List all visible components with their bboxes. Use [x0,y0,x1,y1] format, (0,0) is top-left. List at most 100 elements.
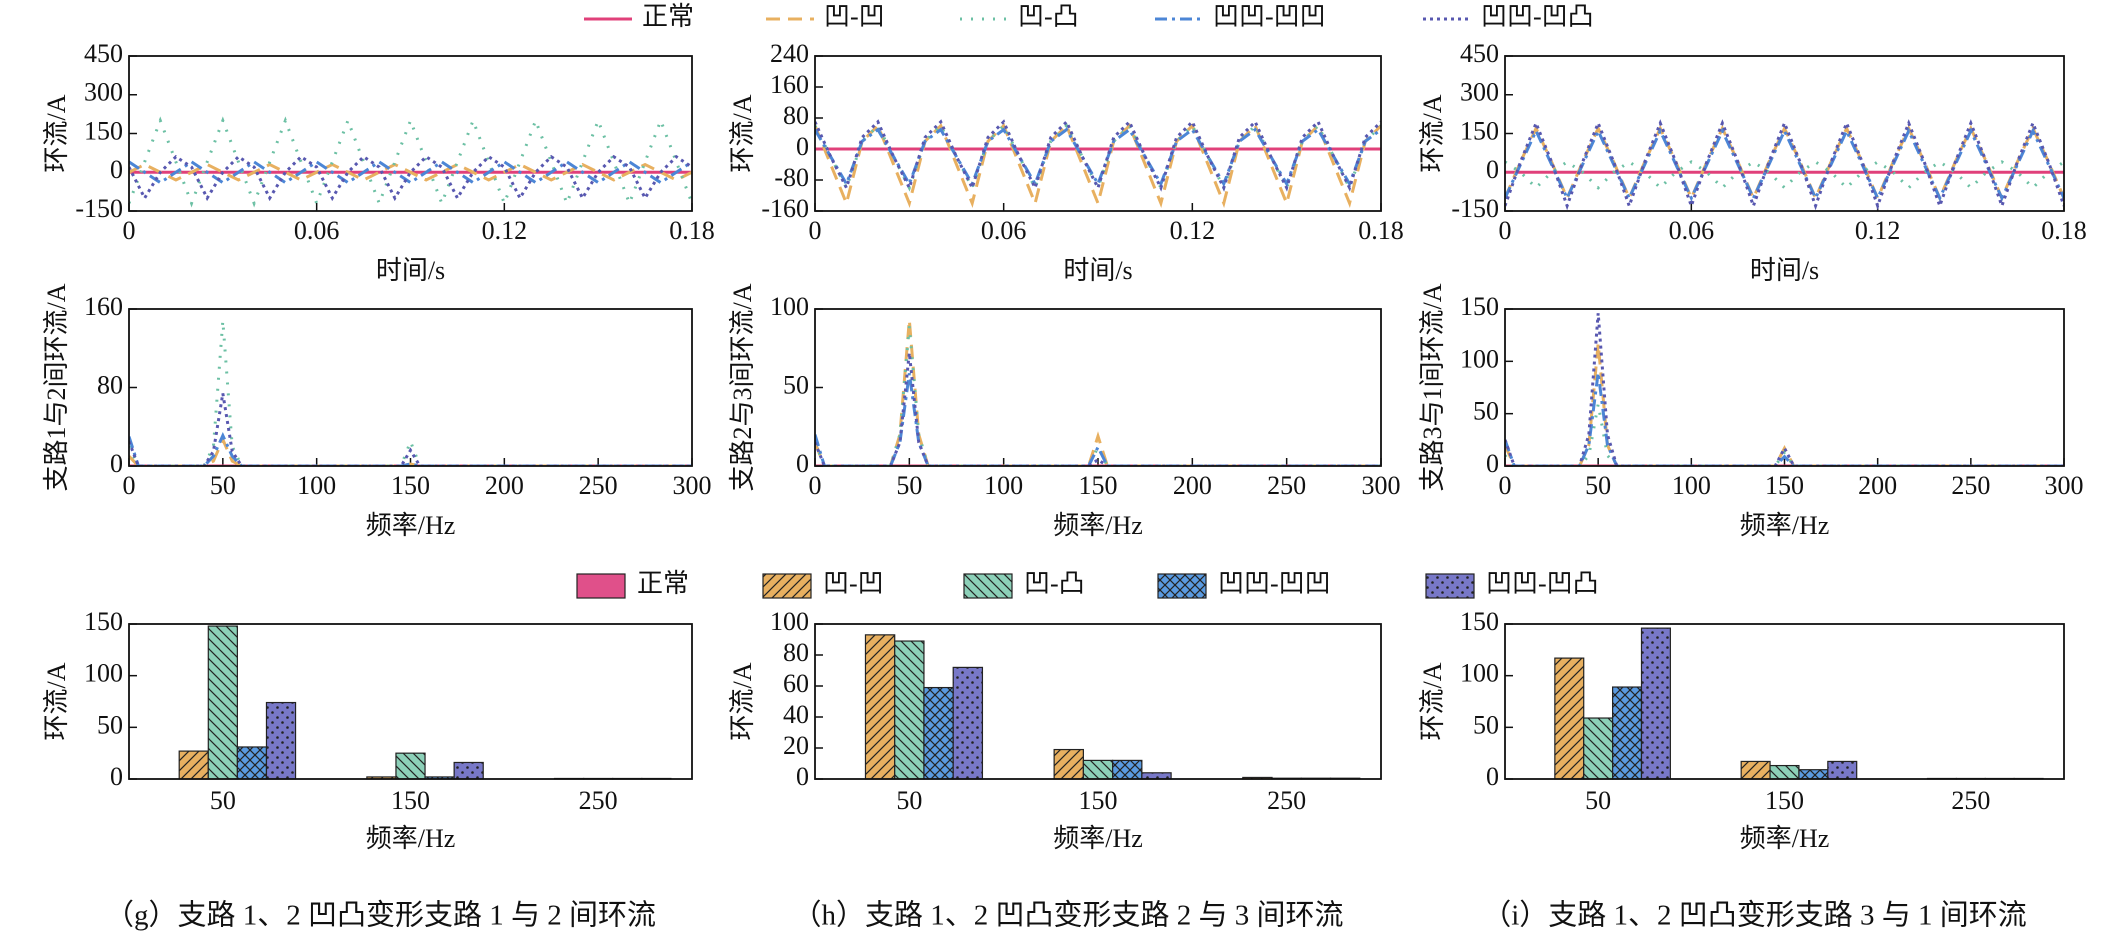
bar [894,640,925,780]
x-axis-label: 频率/Hz [366,824,456,853]
series-line [815,127,1381,188]
y-tick-label: 100 [1460,659,1499,688]
x-tick-label: 0 [809,216,822,245]
y-tick-label: 50 [97,710,123,739]
bar [1112,759,1143,780]
x-tick-label: 100 [1672,471,1711,500]
y-tick-label: 0 [1486,155,1499,184]
x-tick-label: 250 [1267,471,1306,500]
y-tick-label: 80 [97,370,123,399]
series-line [129,393,692,466]
y-tick-label: 100 [1460,344,1499,373]
bar [1141,772,1172,780]
series-line [129,320,692,466]
y-axis-label: 环流/A [42,662,71,740]
y-tick-label: 160 [84,292,123,321]
legend-swatch [1157,573,1207,599]
legend-label: 凹凹-凹凸 [1481,2,1594,31]
y-tick-label: 0 [110,155,123,184]
x-tick-label: 150 [391,471,430,500]
series-line [129,162,692,182]
series-line [129,116,692,208]
x-tick-label: 50 [1585,471,1611,500]
x-tick-label: 50 [1585,786,1611,815]
series-line [815,319,1381,466]
bar [1769,764,1800,780]
bar [207,625,238,780]
legend-label: 凹-凹 [824,2,885,31]
y-tick-label: -160 [761,194,809,223]
x-tick-label: 100 [297,471,336,500]
y-axis-label: 环流/A [1418,662,1447,740]
x-tick-label: 150 [1079,786,1118,815]
series-line [1505,372,2064,466]
bar [1053,748,1084,780]
x-tick-label: 0.06 [981,216,1027,245]
y-tick-label: 0 [110,762,123,791]
y-tick-label: 80 [783,101,809,130]
x-axis-label: 时间/s [1750,256,1819,285]
y-tick-label: 300 [84,78,123,107]
bar [1827,760,1858,780]
x-tick-label: 100 [984,471,1023,500]
x-tick-label: 0 [1499,471,1512,500]
caption: （i）支路 1、2 凹凸变形支路 3 与 1 间环流 [1482,899,2027,932]
x-tick-label: 0.06 [1669,216,1715,245]
x-tick-label: 0 [1499,216,1512,245]
y-tick-label: 50 [1473,397,1499,426]
legend-label: 凹-凸 [1024,569,1085,598]
bar [1612,686,1643,780]
x-tick-label: 250 [1267,786,1306,815]
y-tick-label: 300 [1460,78,1499,107]
x-axis-label: 频率/Hz [1053,824,1143,853]
y-axis-label: 环流/A [42,94,71,172]
plot-frame [128,308,693,467]
caption: （h）支路 1、2 凹凸变形支路 2 与 3 间环流 [792,899,1343,932]
legend-label: 正常 [642,2,694,31]
series-line [1505,160,2064,190]
bar [1554,657,1585,780]
x-tick-label: 0.18 [1358,216,1404,245]
y-tick-label: -80 [774,163,809,192]
bar [1082,759,1114,780]
bar [1583,717,1614,780]
x-tick-label: 150 [1765,471,1804,500]
bar [453,761,484,780]
bar [178,750,209,780]
legend-label: 凹-凸 [1018,2,1079,31]
y-tick-label: 0 [796,132,809,161]
plot-frame [814,623,1382,780]
x-tick-label: 150 [1079,471,1118,500]
x-axis-label: 频率/Hz [1740,511,1830,540]
x-tick-label: 300 [673,471,712,500]
y-tick-label: 0 [1486,449,1499,478]
x-tick-label: 200 [485,471,524,500]
x-tick-label: 150 [1765,786,1804,815]
y-tick-label: 450 [84,39,123,68]
plot-frame [1504,623,2065,780]
bar [265,701,297,780]
y-tick-label: 0 [1486,762,1499,791]
x-tick-label: 250 [1951,471,1990,500]
y-axis-label: 支路3与1间环流/A [1418,283,1447,491]
series-line [1505,124,2064,202]
legend-label: 正常 [637,569,689,598]
x-axis-label: 频率/Hz [1053,511,1143,540]
x-tick-label: 250 [579,471,618,500]
x-tick-label: 0.12 [1855,216,1901,245]
y-tick-label: -150 [1451,194,1499,223]
y-tick-label: 50 [1473,710,1499,739]
y-tick-label: 150 [1460,116,1499,145]
plot-frame [128,55,693,212]
series-line [1505,343,2064,466]
x-axis-label: 时间/s [376,256,445,285]
x-tick-label: 0 [123,471,136,500]
y-tick-label: 100 [84,659,123,688]
plot-frame [128,623,693,780]
x-tick-label: 200 [1858,471,1897,500]
x-tick-label: 150 [391,786,430,815]
y-tick-label: 60 [783,669,809,698]
plot-frame [1504,308,2065,467]
x-tick-label: 300 [1362,471,1401,500]
